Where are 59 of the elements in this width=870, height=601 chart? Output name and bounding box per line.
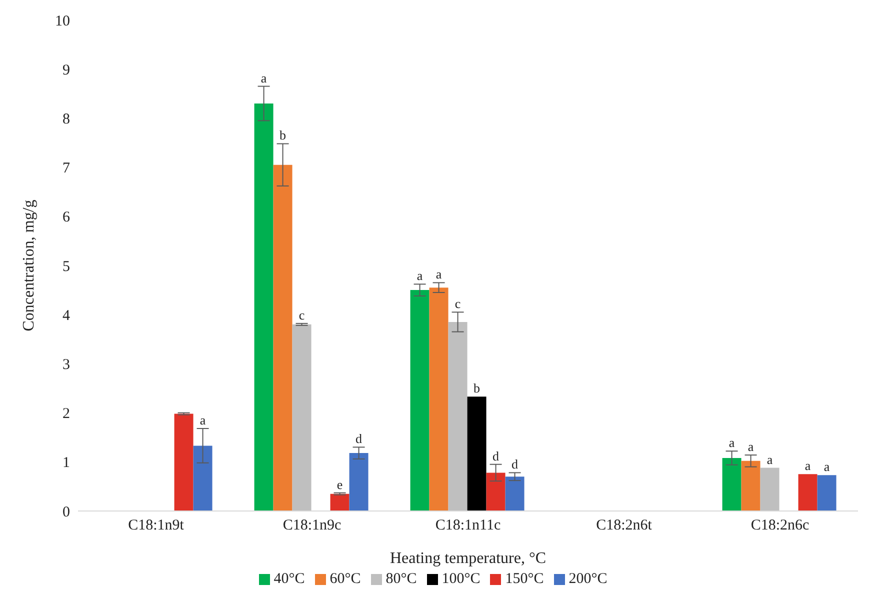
data-label: b (474, 380, 480, 396)
bar (410, 290, 430, 511)
data-label: a (436, 266, 442, 282)
bar (254, 103, 274, 511)
legend-label: 80°C (386, 571, 417, 587)
y-tick-label: 5 (62, 258, 70, 275)
bar (193, 446, 212, 511)
bar (330, 494, 350, 511)
y-axis-title: Concentration, mg/g (20, 200, 38, 332)
data-label: c (298, 307, 305, 322)
data-label: b (280, 128, 286, 143)
y-tick-label: 1 (62, 455, 70, 472)
y-tick-label: 3 (62, 357, 70, 374)
bar (505, 476, 524, 511)
y-tick-label: 0 (62, 504, 70, 520)
y-tick-label: 6 (62, 210, 70, 226)
data-label: a (728, 435, 735, 450)
bar (349, 453, 368, 511)
y-tick-label: 8 (62, 112, 70, 128)
data-label: a (766, 452, 773, 467)
data-label: a (748, 439, 754, 454)
legend-label: 200°C (568, 571, 608, 587)
y-tick-label: 7 (62, 160, 70, 177)
legend-label: 100°C (442, 571, 480, 587)
bar (429, 288, 448, 511)
bar (486, 472, 506, 511)
data-label: d (512, 456, 519, 472)
bar (741, 460, 760, 511)
x-tick-label: C18:2n6c (750, 518, 810, 534)
bar (722, 458, 742, 511)
bar (798, 474, 818, 511)
data-label: d (492, 448, 500, 464)
data-label: a (804, 458, 811, 474)
bar (817, 475, 836, 511)
y-tick-label: 4 (62, 308, 70, 324)
x-axis-title: Heating temperature, °C (390, 550, 546, 567)
data-label: c (454, 296, 461, 312)
x-tick-label: C18:1n9t (128, 518, 185, 534)
data-label: a (260, 70, 267, 86)
bar (174, 414, 194, 511)
data-label: a (200, 412, 206, 428)
bar (292, 324, 312, 511)
legend-label: 60°C (330, 571, 361, 587)
y-tick-label: 9 (62, 62, 70, 78)
data-label: a (824, 459, 830, 474)
bar (467, 396, 486, 511)
bar (273, 164, 292, 511)
legend-label: 150°C (505, 571, 544, 587)
x-tick-label: C18:1n11c (435, 518, 501, 534)
data-label: a (416, 268, 423, 284)
y-tick-label: 2 (62, 406, 70, 422)
data-label: e (336, 476, 343, 492)
legend-label: 40°C (274, 571, 305, 587)
y-tick-label: 10 (55, 13, 70, 30)
data-label: d (356, 431, 363, 446)
bar (760, 468, 780, 511)
x-tick-label: C18:2n6t (596, 518, 653, 534)
bar (448, 322, 468, 511)
x-tick-label: C18:1n9c (282, 518, 342, 534)
